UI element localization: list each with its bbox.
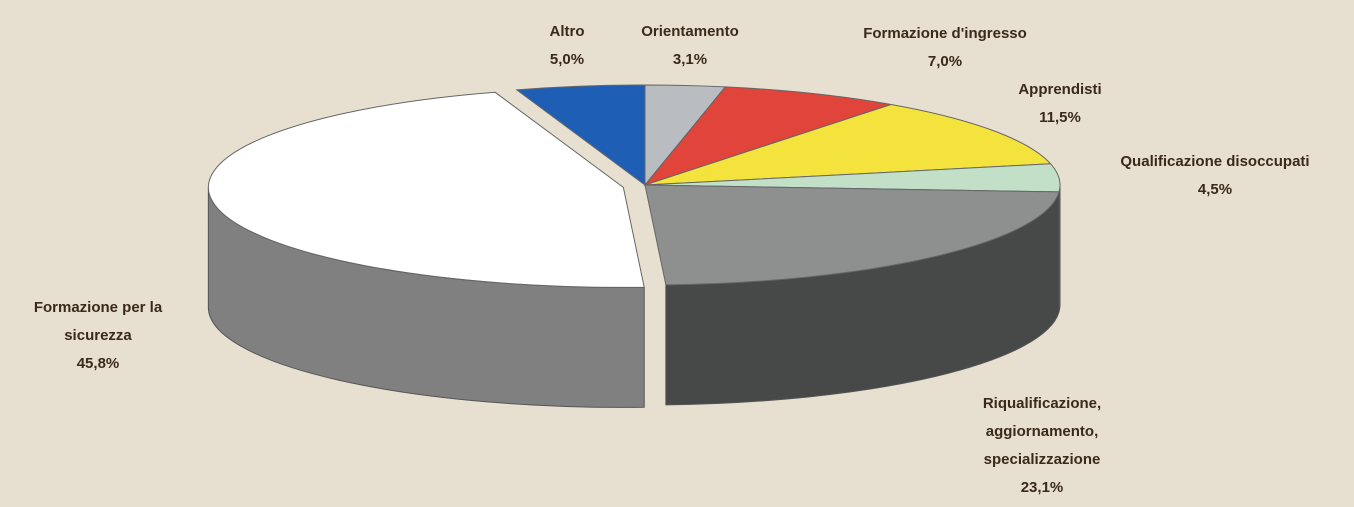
slice — [644, 184, 1060, 286]
value-label: 11,5% — [1039, 109, 1081, 126]
slice — [515, 84, 646, 186]
slice-label: Formazione per la sicurezza 45,8% — [3, 294, 193, 378]
slice-label: Formazione d'ingresso 7,0% — [815, 20, 1075, 76]
slice — [643, 86, 892, 187]
category-name: Riqualificazione, aggiornamento, special… — [982, 395, 1102, 468]
category-name: Orientamento — [641, 23, 739, 40]
category-name: Qualificazione disoccupati — [1120, 153, 1310, 170]
category-name: Altro — [549, 23, 585, 40]
slice-label: Orientamento 3,1% — [590, 18, 790, 74]
slice-label: Altro 5,0% — [507, 18, 627, 74]
slice — [207, 91, 645, 288]
value-label: 23,1% — [1020, 479, 1064, 496]
value-label: 3,1% — [672, 51, 708, 68]
slice-label: Qualificazione disoccupati 4,5% — [1075, 148, 1354, 204]
category-name: Formazione d'ingresso — [863, 25, 1027, 42]
value-label: 5,0% — [549, 51, 585, 68]
value-label: 4,5% — [1197, 181, 1233, 198]
value-label: 7,0% — [927, 53, 963, 70]
value-label: 45,8% — [76, 355, 120, 372]
slice-label: Riqualificazione, aggiornamento, special… — [942, 390, 1142, 502]
category-name: Apprendisti — [1018, 81, 1102, 98]
slice-label: Apprendisti 11,5% — [960, 76, 1160, 132]
slice — [644, 103, 1052, 186]
category-name: Formazione per la sicurezza — [33, 299, 163, 344]
